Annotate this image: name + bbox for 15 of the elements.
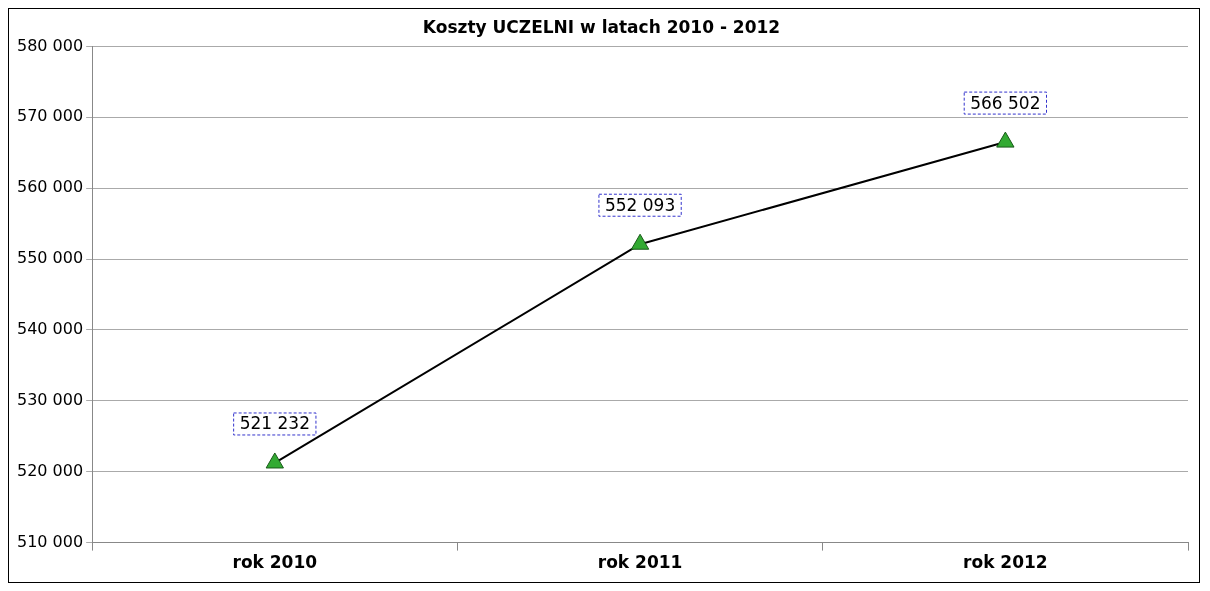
y-tick-label: 510 000 [16,531,84,551]
y-tick-label: 580 000 [16,35,84,55]
y-tick-label: 550 000 [16,248,84,268]
x-tick-label: rok 2011 [597,552,683,573]
x-tick-label: rok 2012 [963,552,1048,573]
data-label: 521 232 [239,413,310,434]
y-tick-label: 540 000 [16,319,84,339]
x-tick-label: rok 2010 [232,552,318,573]
data-label: 566 502 [970,92,1041,113]
chart-title: Koszty UCZELNI w latach 2010 - 2012 [422,16,781,37]
y-tick-label: 530 000 [16,389,84,409]
data-label: 552 093 [604,194,676,215]
y-tick-label: 570 000 [16,106,84,126]
y-tick-label: 560 000 [16,177,84,197]
y-tick-label: 520 000 [16,460,84,480]
